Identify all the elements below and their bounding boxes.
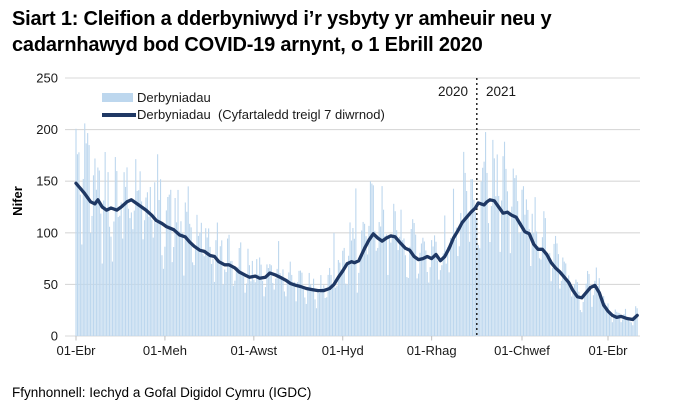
- year-label-2021: 2021: [486, 84, 517, 99]
- svg-text:01-Ebr: 01-Ebr: [588, 343, 628, 358]
- x-axis-ticks: 01-Ebr 01-Meh 01-Awst 01-Hyd 01-Rhag 01-Chwef…: [56, 336, 628, 358]
- svg-text:01-Hyd: 01-Hyd: [322, 343, 364, 358]
- bar-swatch-icon: [102, 93, 133, 102]
- legend-label-line: Derbyniadau (Cyfartaledd treigl 7 diwrno…: [137, 107, 385, 122]
- chart-title: Siart 1: Cleifion a dderbyniwyd i’r ysby…: [12, 8, 552, 56]
- bars-series: [75, 123, 638, 336]
- line-swatch-icon: [102, 112, 136, 117]
- svg-text:150: 150: [36, 174, 58, 189]
- svg-text:01-Ebr: 01-Ebr: [56, 343, 96, 358]
- svg-text:250: 250: [36, 71, 58, 86]
- svg-text:01-Chwef: 01-Chwef: [494, 343, 550, 358]
- rolling-average-line: [74, 181, 639, 322]
- svg-text:01-Awst: 01-Awst: [230, 343, 277, 358]
- year-label-2020: 2020: [437, 84, 468, 99]
- svg-text:01-Meh: 01-Meh: [143, 343, 187, 358]
- svg-text:0: 0: [51, 329, 58, 344]
- svg-text:50: 50: [44, 277, 58, 292]
- svg-text:01-Rhag: 01-Rhag: [407, 343, 457, 358]
- svg-text:200: 200: [36, 122, 58, 137]
- legend-item-bars: Derbyniadau: [102, 89, 385, 106]
- y-axis-title: Nifer: [10, 186, 25, 216]
- svg-text:100: 100: [36, 225, 58, 240]
- y-axis-tick-labels: 0 50 100 150 200 250: [36, 71, 58, 344]
- legend-item-line: Derbyniadau (Cyfartaledd treigl 7 diwrno…: [102, 106, 385, 123]
- legend-label-bars: Derbyniadau: [137, 90, 211, 105]
- source-note: Ffynhonnell: Iechyd a Gofal Digidol Cymr…: [12, 385, 312, 400]
- chart-legend: Derbyniadau Derbyniadau (Cyfartaledd tre…: [102, 89, 385, 123]
